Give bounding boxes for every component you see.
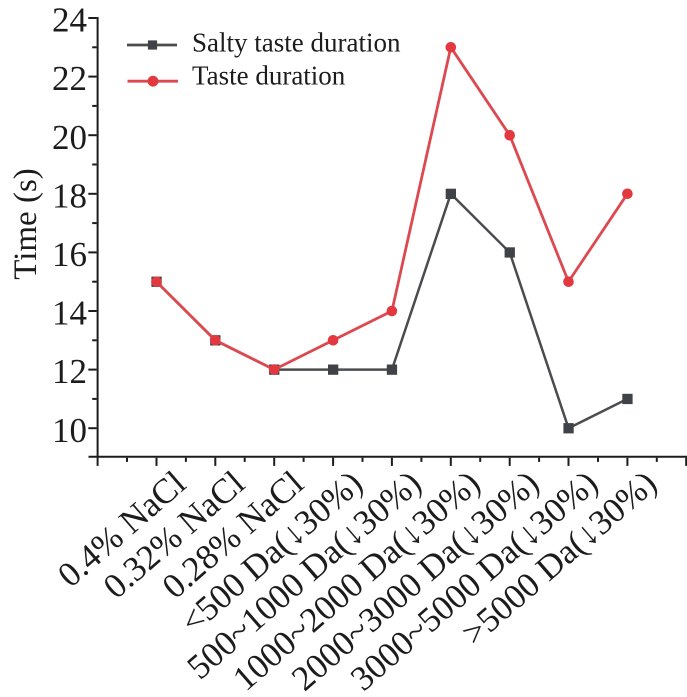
svg-text:16: 16 — [52, 235, 87, 274]
svg-text:Salty taste duration: Salty taste duration — [192, 27, 401, 57]
svg-text:24: 24 — [52, 1, 87, 40]
svg-text:Time (s): Time (s) — [8, 168, 44, 280]
svg-text:12: 12 — [52, 352, 87, 391]
svg-text:Taste duration: Taste duration — [192, 60, 346, 90]
svg-text:14: 14 — [52, 294, 87, 333]
svg-text:20: 20 — [52, 118, 87, 157]
svg-text:10: 10 — [52, 411, 87, 450]
svg-text:22: 22 — [52, 59, 87, 98]
svg-text:18: 18 — [52, 176, 87, 215]
